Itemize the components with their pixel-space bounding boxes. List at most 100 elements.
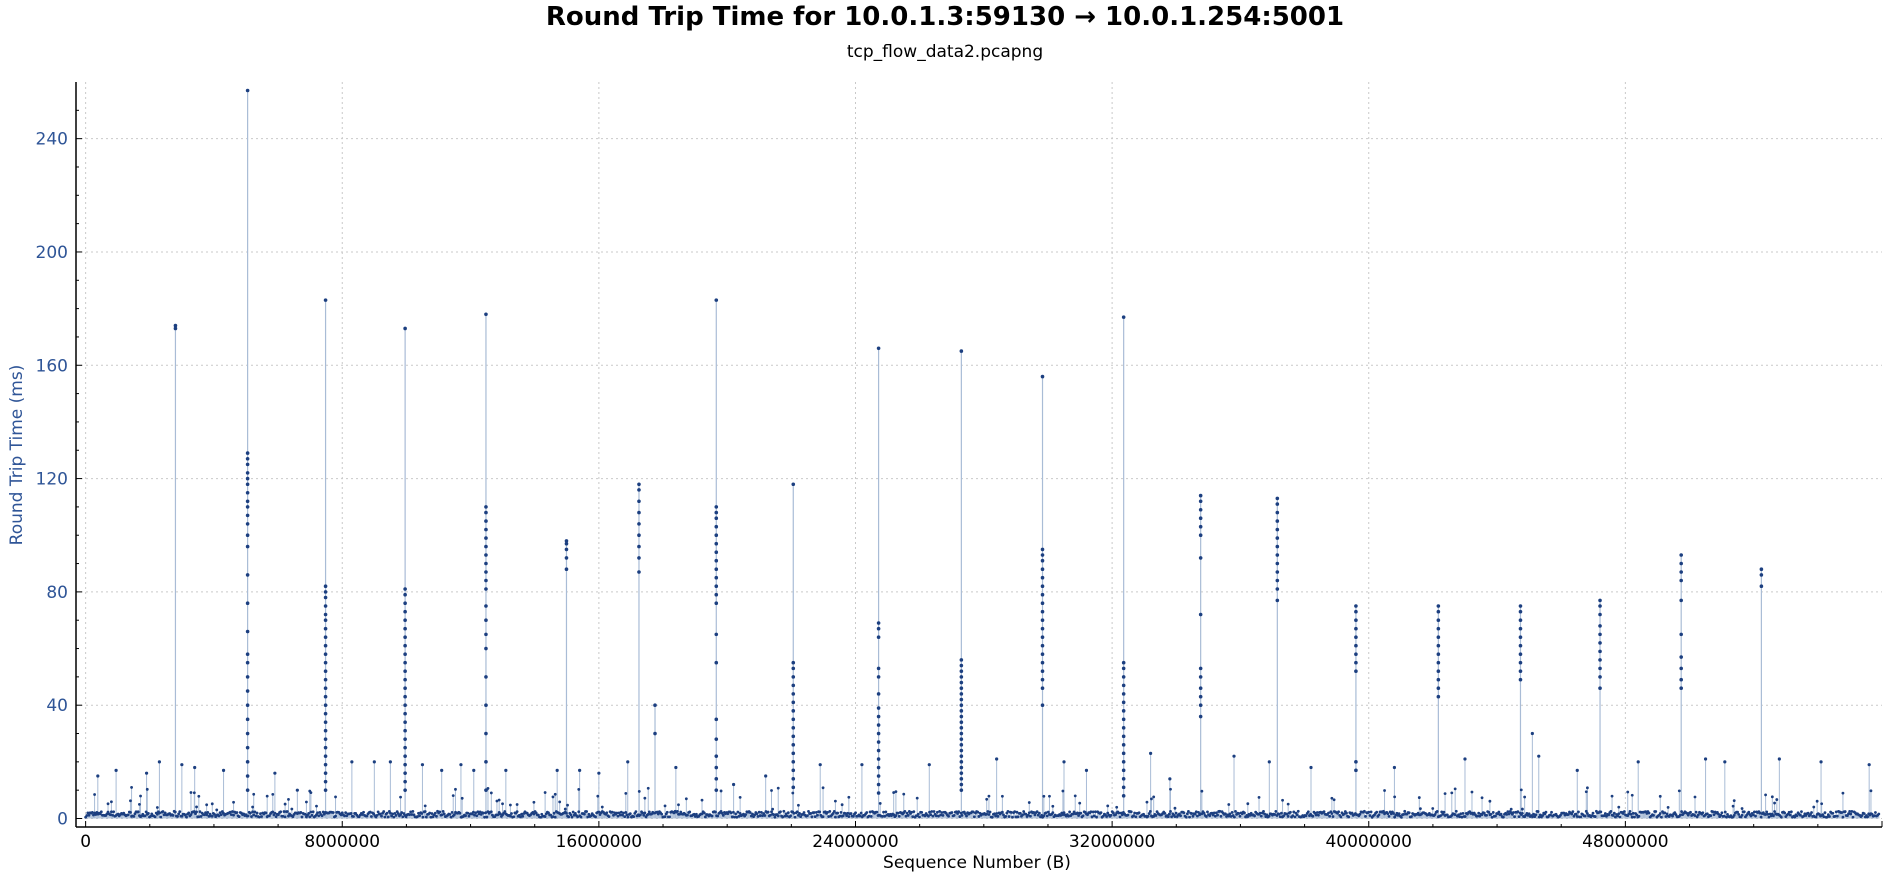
baseline-point	[1765, 810, 1769, 814]
data-points	[84, 88, 1881, 819]
baseline-point	[1259, 814, 1263, 818]
baseline-point	[1440, 810, 1444, 814]
baseline-point	[1847, 812, 1850, 816]
burst-point	[245, 451, 250, 455]
baseline-point	[1277, 812, 1281, 816]
baseline-point	[617, 811, 621, 815]
burst-point	[1040, 567, 1045, 572]
burst-point	[1275, 536, 1280, 540]
baseline-point	[1089, 810, 1093, 814]
baseline-point	[977, 815, 981, 818]
burst-point	[1598, 666, 1602, 671]
baseline-point	[1292, 810, 1296, 814]
baseline-point	[1243, 811, 1246, 815]
baseline-point	[1200, 812, 1204, 816]
baseline-point	[838, 814, 842, 818]
baseline-point	[776, 814, 780, 818]
burst-point	[714, 541, 719, 546]
baseline-point	[235, 811, 239, 814]
baseline-point	[779, 810, 782, 814]
baseline-point	[503, 810, 507, 813]
burst-point	[1198, 499, 1203, 504]
baseline-point	[520, 812, 523, 816]
small-spike-point	[309, 791, 313, 794]
baseline-point	[730, 815, 734, 819]
burst-point	[959, 669, 964, 674]
burst-point	[791, 717, 796, 722]
baseline-point	[483, 815, 487, 819]
small-spike-point	[1227, 803, 1231, 806]
baseline-point	[287, 814, 290, 818]
baseline-point	[187, 811, 191, 815]
baseline-point	[344, 811, 348, 815]
baseline-point	[173, 810, 177, 814]
burst-point	[245, 513, 250, 518]
small-spike-point	[1150, 797, 1153, 801]
grid-layer	[76, 82, 1882, 827]
baseline-point	[1445, 813, 1449, 817]
baseline-point	[1042, 814, 1046, 818]
baseline-point	[865, 811, 869, 814]
baseline-point	[478, 810, 482, 814]
baseline-point	[1494, 814, 1497, 818]
baseline-point	[660, 812, 664, 816]
baseline-point	[1009, 810, 1013, 814]
baseline-point	[1045, 814, 1049, 818]
baseline-point	[361, 813, 364, 816]
baseline-point	[755, 812, 759, 816]
burst-point	[1040, 553, 1045, 557]
small-spike-point	[1584, 790, 1588, 794]
small-spike-point	[915, 796, 919, 800]
burst-point	[714, 584, 719, 589]
burst-point	[791, 751, 796, 756]
baseline-point	[784, 812, 788, 816]
baseline-point	[1571, 810, 1575, 814]
burst-point	[484, 646, 488, 651]
burst-point	[1198, 714, 1203, 719]
burst-point	[959, 731, 964, 736]
small-spike-point	[902, 792, 906, 796]
baseline-point	[1458, 815, 1462, 819]
baseline-point	[1591, 811, 1595, 815]
baseline-point	[552, 811, 556, 815]
baseline-point	[1306, 810, 1310, 814]
baseline-point	[1154, 814, 1158, 817]
baseline-point	[634, 810, 638, 813]
burst-point	[1518, 618, 1523, 623]
burst-point	[714, 510, 719, 515]
baseline-point	[143, 814, 147, 818]
baseline-point	[1772, 814, 1775, 818]
minor-spike-point	[221, 768, 226, 772]
baseline-point	[1213, 814, 1217, 818]
small-spike-point	[1106, 804, 1110, 808]
baseline-point	[903, 810, 907, 813]
baseline-point	[1358, 812, 1362, 816]
baseline-point	[1328, 814, 1332, 818]
baseline-point	[441, 809, 445, 813]
baseline-point	[576, 815, 580, 819]
baseline-point	[1841, 815, 1845, 819]
burst-point	[1198, 686, 1203, 690]
small-spike-point	[1470, 790, 1474, 794]
burst-point	[1198, 516, 1203, 521]
baseline-point	[1476, 814, 1479, 818]
burst-point	[403, 326, 407, 331]
baseline-point	[905, 811, 909, 815]
baseline-point	[316, 811, 320, 815]
baseline-point	[352, 815, 355, 818]
baseline-point	[1740, 813, 1744, 817]
baseline-point	[1184, 815, 1188, 819]
baseline-point	[1617, 812, 1621, 816]
baseline-point	[692, 812, 696, 816]
burst-point	[1040, 575, 1045, 580]
baseline-point	[1724, 815, 1728, 819]
baseline-point	[498, 812, 502, 816]
baseline-point	[1182, 811, 1186, 815]
baseline-point	[1840, 811, 1844, 814]
baseline-point	[703, 815, 707, 819]
baseline-point	[1148, 810, 1152, 813]
baseline-point	[1081, 814, 1085, 818]
burst-point	[403, 711, 407, 716]
baseline-point	[1227, 814, 1231, 818]
x-tick-label: 16000000	[556, 832, 643, 852]
